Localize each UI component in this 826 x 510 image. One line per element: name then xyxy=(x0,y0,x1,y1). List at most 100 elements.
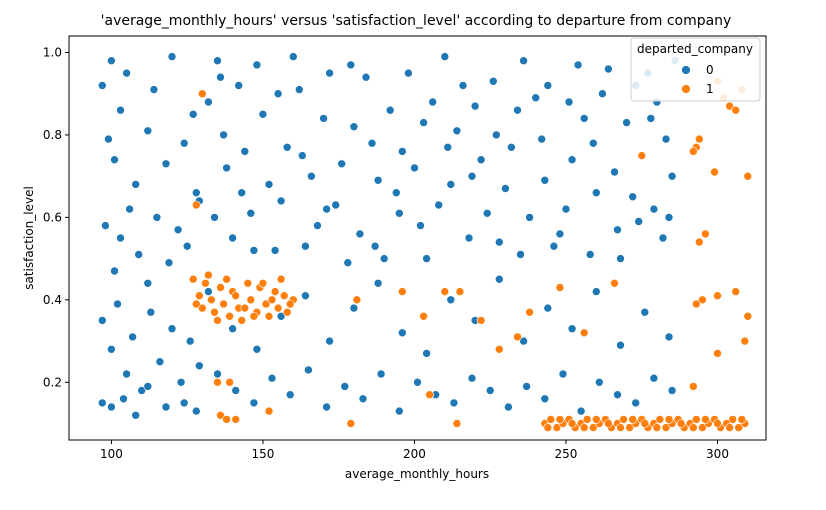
scatter-point-series-0 xyxy=(376,369,386,379)
scatter-point-series-0 xyxy=(164,258,174,268)
scatter-point-series-0 xyxy=(282,143,292,152)
scatter-point-series-0 xyxy=(591,188,601,197)
scatter-point-series-1 xyxy=(737,415,747,424)
scatter-point-series-0 xyxy=(540,394,550,404)
scatter-point-series-1 xyxy=(397,287,407,296)
scatter-point-series-0 xyxy=(149,85,159,94)
scatter-point-series-0 xyxy=(101,221,110,230)
scatter-point-series-0 xyxy=(116,233,125,243)
scatter-point-series-1 xyxy=(734,423,744,432)
scatter-point-series-0 xyxy=(594,377,604,387)
scatter-point-series-1 xyxy=(219,299,228,309)
scatter-point-series-1 xyxy=(346,419,356,428)
scatter-point-series-0 xyxy=(422,254,431,263)
scatter-point-series-0 xyxy=(143,126,153,136)
scatter-point-series-0 xyxy=(349,303,359,313)
scatter-point-series-1 xyxy=(264,406,274,416)
scatter-point-series-1 xyxy=(282,307,292,317)
scatter-point-series-1 xyxy=(725,101,734,111)
y-tick-label: 0.8 xyxy=(43,128,62,142)
chart-title: 'average_monthly_hours' versus 'satisfac… xyxy=(101,13,732,29)
scatter-point-series-1 xyxy=(258,278,268,288)
scatter-point-series-1 xyxy=(619,415,628,424)
scatter-point-series-0 xyxy=(167,52,177,61)
scatter-point-series-0 xyxy=(561,204,571,214)
scatter-point-series-0 xyxy=(522,382,531,391)
scatter-point-series-1 xyxy=(198,303,207,313)
scatter-point-series-0 xyxy=(152,213,162,222)
scatter-point-series-1 xyxy=(713,419,722,428)
scatter-point-series-1 xyxy=(225,377,234,387)
scatter-point-series-1 xyxy=(207,295,216,305)
scatter-point-series-1 xyxy=(676,419,686,428)
scatter-point-series-1 xyxy=(655,415,665,424)
scatter-point-series-0 xyxy=(322,204,331,214)
scatter-point-series-0 xyxy=(231,386,240,395)
scatter-point-series-0 xyxy=(622,118,631,127)
scatter-point-series-0 xyxy=(379,254,389,263)
scatter-point-series-0 xyxy=(131,410,140,420)
scatter-point-series-1 xyxy=(210,307,219,317)
y-tick-label: 1.0 xyxy=(43,45,62,59)
scatter-point-series-0 xyxy=(204,287,213,296)
scatter-point-series-1 xyxy=(546,415,556,424)
scatter-point-series-0 xyxy=(591,287,601,296)
scatter-point-series-0 xyxy=(585,250,595,259)
scatter-point-series-0 xyxy=(228,324,237,334)
scatter-point-series-0 xyxy=(182,241,192,251)
scatter-point-series-0 xyxy=(419,118,428,127)
scatter-point-series-0 xyxy=(543,81,553,90)
scatter-point-series-0 xyxy=(507,143,516,152)
scatter-point-series-0 xyxy=(104,134,113,144)
scatter-point-series-1 xyxy=(213,316,222,325)
scatter-point-series-0 xyxy=(579,114,589,123)
scatter-point-series-1 xyxy=(616,423,625,432)
scatter-point-series-0 xyxy=(416,221,425,230)
scatter-point-series-0 xyxy=(616,340,625,350)
scatter-point-series-0 xyxy=(367,138,377,148)
scatter-point-series-0 xyxy=(488,77,498,86)
scatter-point-series-0 xyxy=(358,394,368,404)
scatter-point-series-0 xyxy=(210,213,219,222)
scatter-point-series-0 xyxy=(525,213,534,222)
scatter-point-series-0 xyxy=(667,171,677,181)
x-axis-label: average_monthly_hours xyxy=(345,467,489,481)
scatter-point-series-0 xyxy=(222,163,231,173)
scatter-point-series-0 xyxy=(288,52,298,61)
scatter-point-series-0 xyxy=(531,93,541,103)
scatter-point-series-1 xyxy=(625,423,634,432)
scatter-point-series-0 xyxy=(628,192,638,202)
y-tick-label: 0.4 xyxy=(43,293,62,307)
scatter-point-series-0 xyxy=(340,382,350,391)
scatter-point-series-0 xyxy=(404,68,413,78)
scatter-point-series-0 xyxy=(631,398,641,408)
scatter-point-series-0 xyxy=(355,229,365,239)
legend-marker-1 xyxy=(681,84,691,94)
scatter-point-series-0 xyxy=(322,402,331,412)
scatter-point-series-0 xyxy=(146,307,156,317)
scatter-point-series-0 xyxy=(613,225,622,235)
scatter-point-series-1 xyxy=(567,419,577,428)
scatter-point-series-1 xyxy=(246,295,256,305)
scatter-point-series-0 xyxy=(422,349,431,358)
scatter-point-series-1 xyxy=(225,311,234,321)
plot-frame xyxy=(68,35,767,441)
scatter-point-series-1 xyxy=(661,423,671,432)
scatter-point-series-0 xyxy=(107,56,116,66)
scatter-point-series-0 xyxy=(349,122,359,131)
scatter-point-series-1 xyxy=(579,328,589,338)
scatter-point-series-0 xyxy=(234,81,243,90)
legend-label-0: 0 xyxy=(706,63,714,77)
scatter-point-series-0 xyxy=(373,176,383,185)
scatter-point-series-0 xyxy=(394,406,404,416)
scatter-point-series-0 xyxy=(98,398,107,408)
scatter-point-series-0 xyxy=(325,336,334,346)
scatter-point-series-0 xyxy=(640,307,650,317)
scatter-point-series-0 xyxy=(204,97,213,107)
legend-label-1: 1 xyxy=(706,82,714,96)
scatter-point-series-1 xyxy=(691,415,701,424)
y-axis-label: satisfaction_level xyxy=(22,186,36,290)
scatter-point-series-0 xyxy=(519,56,528,66)
scatter-point-series-1 xyxy=(455,287,465,296)
scatter-point-series-1 xyxy=(243,278,253,288)
